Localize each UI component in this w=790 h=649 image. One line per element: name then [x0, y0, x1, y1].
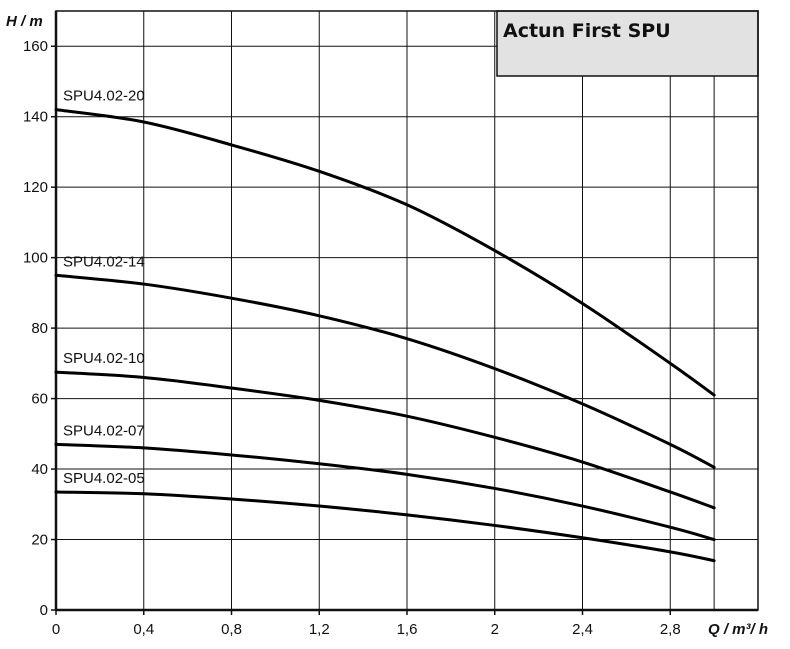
tick-labels: 0 0,4 0,8 1,2 1,6 2 2,4 2,8 0 20 40 60 80 100 120 140 16… [23, 38, 681, 638]
series-label: SPU4.02-14 [63, 253, 145, 270]
series-curve [54, 273, 716, 469]
series-labels: SPU4.02-20 SPU4.02-14 SPU4.02-10 SPU4.02-07… [63, 88, 145, 487]
y-tick-label: 20 [31, 532, 48, 549]
title-box: Actun First SPU [496, 10, 759, 77]
series-label: SPU4.02-07 [63, 422, 145, 439]
x-tick-label: 1,6 [397, 621, 418, 638]
y-axis-label: H / m [6, 13, 43, 30]
series-curve [54, 490, 716, 563]
y-tick-label: 80 [31, 320, 48, 337]
y-tick-label: 120 [23, 179, 48, 196]
y-tick-label: 40 [31, 461, 48, 478]
series-label: SPU4.02-05 [63, 470, 145, 487]
x-tick-label: 2 [491, 621, 499, 638]
series-curve [54, 442, 716, 542]
series-curve [54, 108, 716, 397]
x-tick-label: 0,4 [133, 621, 154, 638]
x-axis-label: Q / m³/ h [708, 621, 768, 638]
y-tick-label: 160 [23, 38, 48, 55]
series-curves [54, 108, 716, 563]
x-tick-label: 0 [52, 621, 60, 638]
x-tick-label: 0,8 [221, 621, 242, 638]
y-tick-label: 100 [23, 250, 48, 267]
series-label: SPU4.02-10 [63, 350, 145, 367]
y-tick-label: 0 [40, 602, 48, 619]
x-tick-label: 1,2 [309, 621, 330, 638]
grid-lines [56, 11, 758, 610]
chart-title: Actun First SPU [503, 20, 671, 42]
series-curve [54, 370, 716, 510]
x-tick-label: 2,4 [572, 621, 593, 638]
y-tick-label: 140 [23, 109, 48, 126]
y-tick-label: 60 [31, 391, 48, 408]
series-label: SPU4.02-20 [63, 88, 145, 105]
x-tick-label: 2,8 [660, 621, 681, 638]
